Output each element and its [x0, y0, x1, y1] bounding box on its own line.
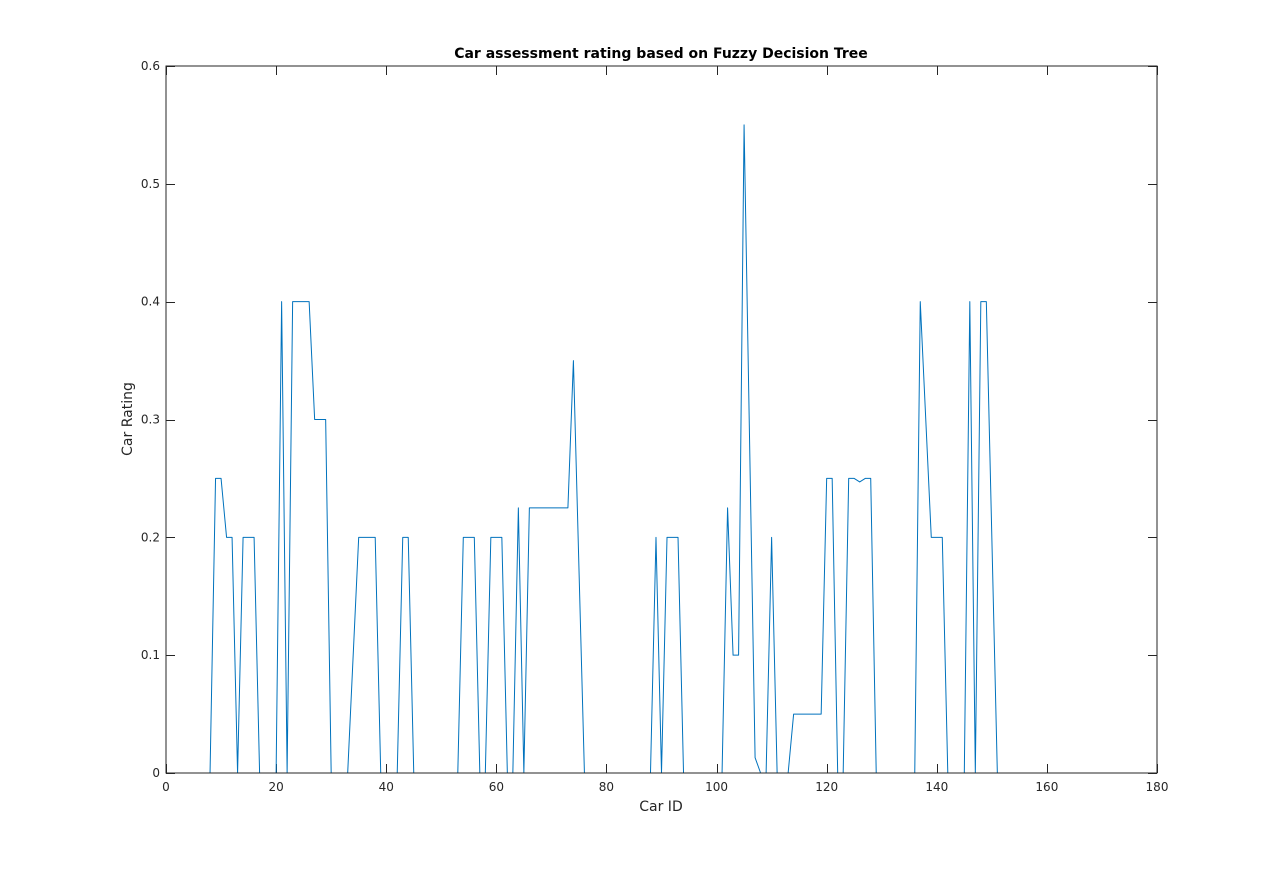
plot-frame	[165, 65, 1158, 774]
y-tick-label: 0.3	[141, 413, 160, 427]
x-tick-label: 180	[1146, 780, 1169, 794]
x-tick-label: 80	[599, 780, 614, 794]
y-axis-label: Car Rating	[120, 382, 136, 456]
y-tick-label: 0.4	[141, 295, 160, 309]
x-tick-label: 20	[268, 780, 283, 794]
tick-labels: 0 20 40 60 80 100 120 140 160 180 0 0.1 0.2 0.3 0.4 0.5…	[141, 59, 1169, 794]
x-tick-label: 120	[815, 780, 838, 794]
x-tick-label: 60	[489, 780, 504, 794]
y-tick-label: 0	[152, 766, 160, 780]
plot-area	[166, 66, 1157, 773]
x-tick-label: 160	[1035, 780, 1058, 794]
x-axis-label: Car ID	[639, 799, 682, 815]
x-tick-label: 0	[162, 780, 170, 794]
x-tick-label: 100	[705, 780, 728, 794]
x-tick-label: 40	[379, 780, 394, 794]
x-tick-label: 140	[925, 780, 948, 794]
y-tick-label: 0.1	[141, 648, 160, 662]
y-tick-label: 0.6	[141, 59, 160, 73]
y-tick-label: 0.2	[141, 530, 160, 544]
chart-title: Car assessment rating based on Fuzzy Dec…	[454, 46, 868, 62]
y-tick-label: 0.5	[141, 177, 160, 191]
